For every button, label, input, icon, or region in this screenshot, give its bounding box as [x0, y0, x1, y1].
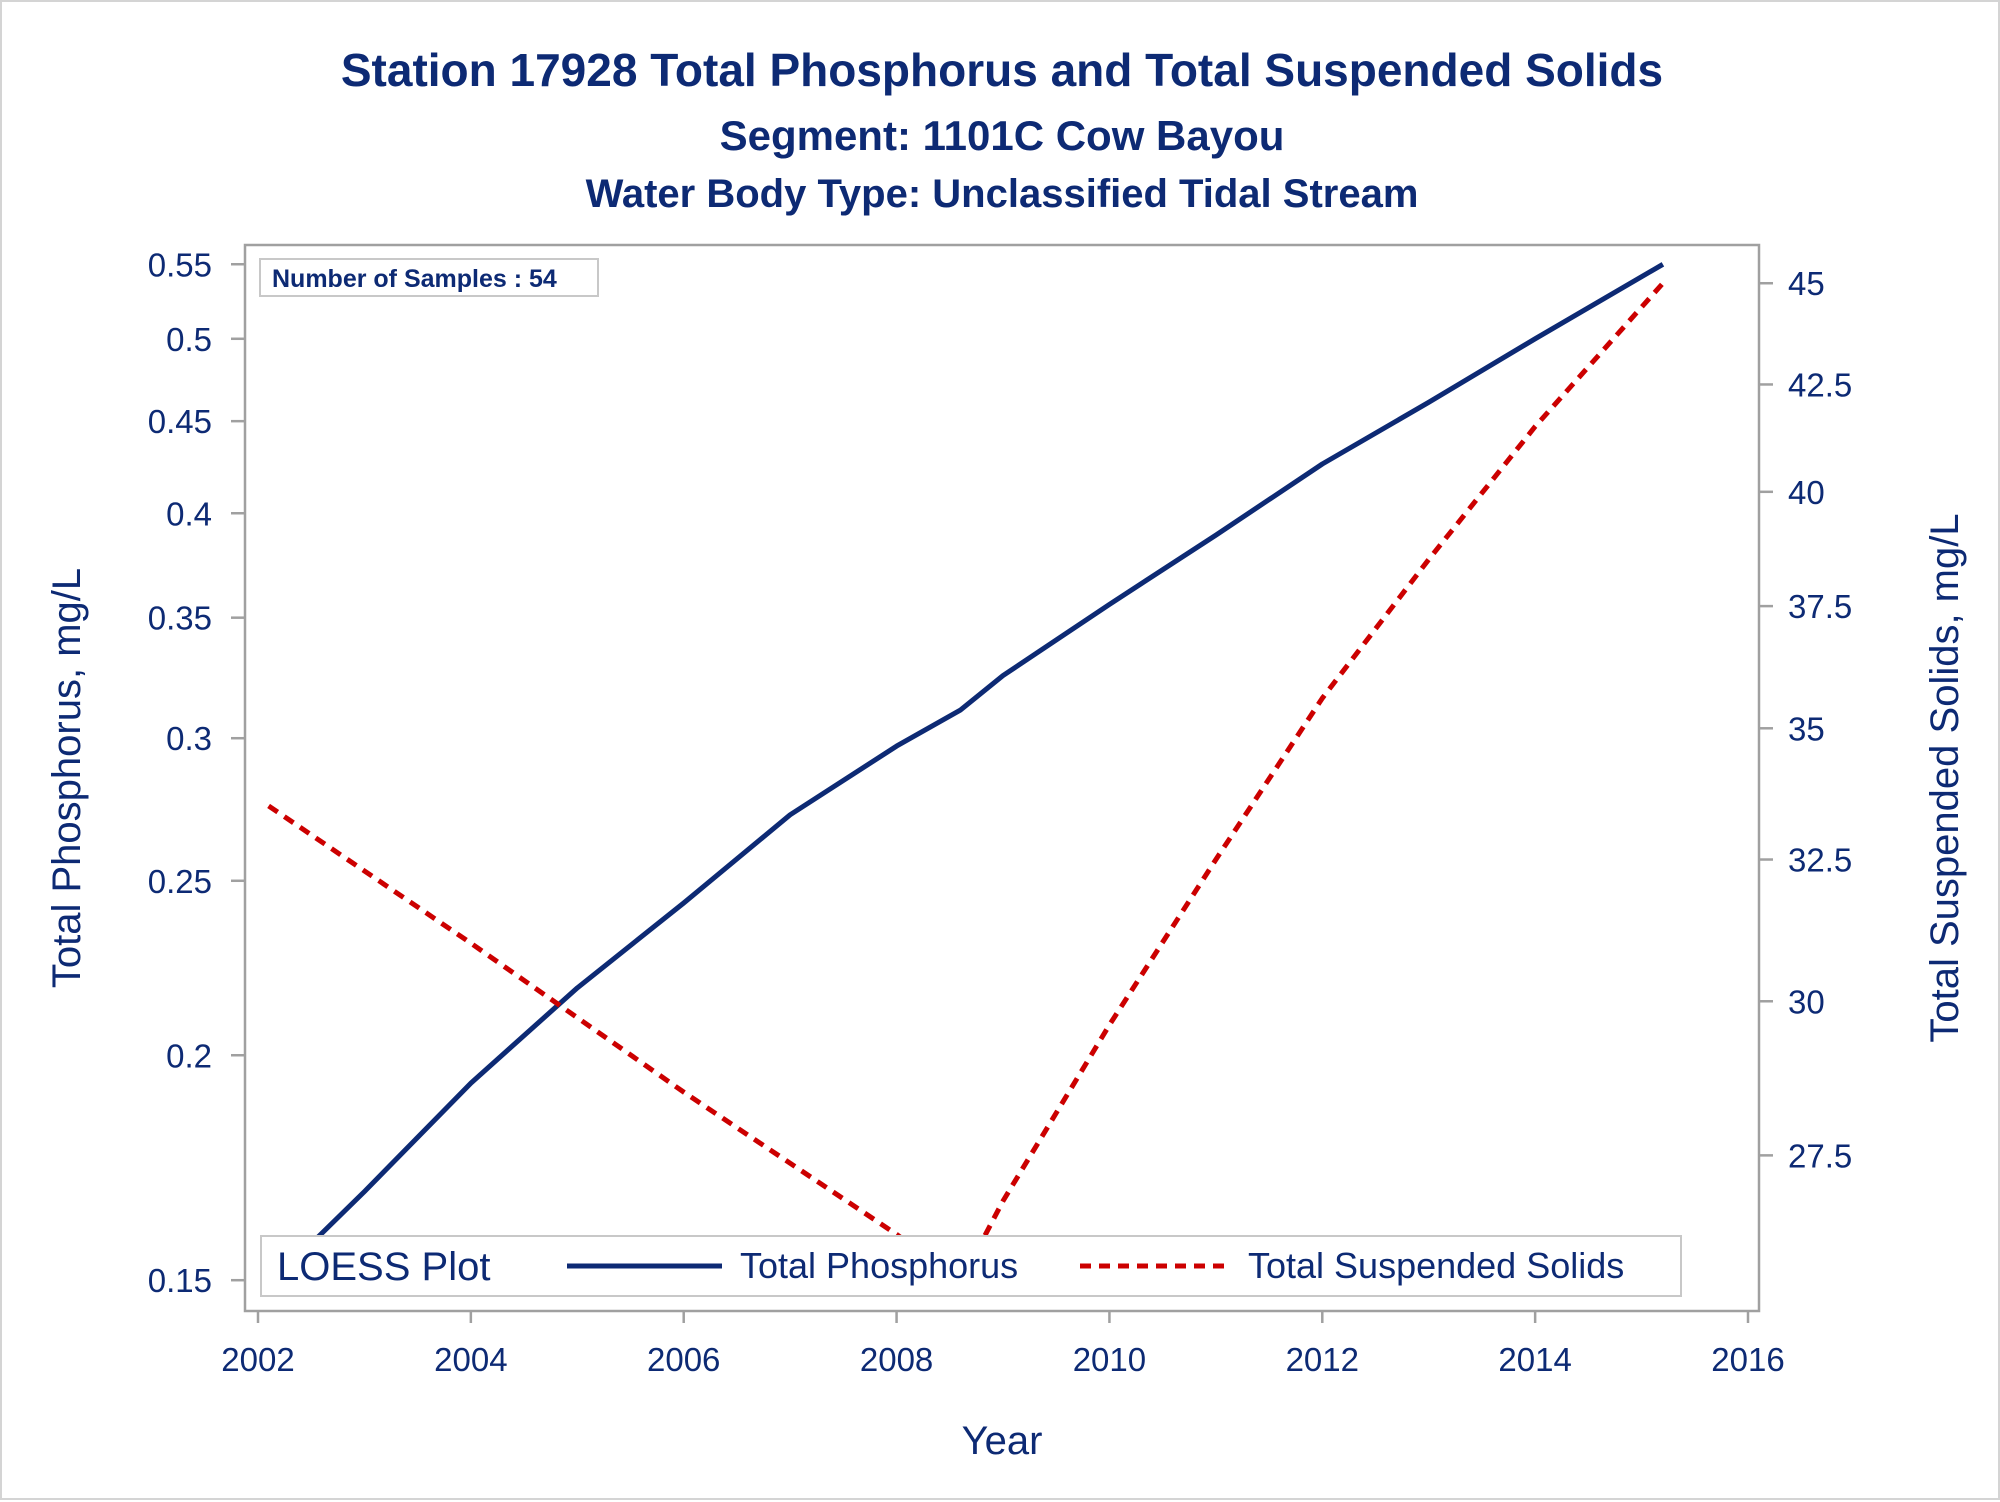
chart-subtitle: Segment: 1101C Cow Bayou [720, 112, 1285, 159]
x-tick-label-6: 2014 [1498, 1341, 1571, 1378]
y-right-tick-label-6: 42.5 [1788, 366, 1852, 403]
y-right-tick-label-5: 40 [1788, 474, 1825, 511]
y-left-tick-label-3: 0.3 [166, 720, 212, 757]
y-left-tick-label-1: 0.2 [166, 1037, 212, 1074]
x-tick-label-4: 2010 [1073, 1341, 1146, 1378]
y-left-tick-label-6: 0.45 [148, 403, 212, 440]
x-tick-label-5: 2012 [1286, 1341, 1359, 1378]
series-line-tss [267, 281, 1665, 1285]
legend: LOESS Plot Total Phosphorus Total Suspen… [260, 1235, 1682, 1297]
y-right-tick-label-0: 27.5 [1788, 1137, 1852, 1174]
x-axis-label: Year [962, 1419, 1043, 1463]
y-left-tick-label-5: 0.4 [166, 495, 212, 532]
legend-box [260, 1235, 1682, 1297]
legend-title: LOESS Plot [277, 1245, 490, 1289]
legend-entry-tss: Total Suspended Solids [1248, 1245, 1624, 1286]
y-right-tick-label-1: 30 [1788, 983, 1825, 1020]
y-right-tick-label-2: 32.5 [1788, 842, 1852, 879]
y-left-tick-label-4: 0.35 [148, 600, 212, 637]
legend-entry-phosphorus: Total Phosphorus [740, 1245, 1018, 1286]
y-left-tick-label-8: 0.55 [148, 246, 212, 283]
y-left-tick-label-7: 0.5 [166, 321, 212, 358]
y-right-axis-label: Total Suspended Solids, mg/L [1923, 513, 1967, 1042]
y-left-axis-label: Total Phosphorus, mg/L [45, 568, 89, 988]
y-right-tick-label-3: 35 [1788, 710, 1825, 747]
chart-subtitle-2: Water Body Type: Unclassified Tidal Stre… [586, 172, 1419, 216]
plot-area [243, 243, 1761, 1313]
x-tick-label-2: 2006 [647, 1341, 720, 1378]
y-right-tick-label-4: 37.5 [1788, 588, 1852, 625]
chart-title: Station 17928 Total Phosphorus and Total… [341, 44, 1663, 96]
y-right-axis: 27.5 30 32.5 35 37.5 40 42.5 45 [1759, 265, 1852, 1174]
y-left-tick-label-0: 0.15 [148, 1262, 212, 1299]
series-line-phosphorus [266, 262, 1665, 1288]
x-tick-label-7: 2016 [1711, 1341, 1784, 1378]
x-axis: 2002 2004 2006 2008 2010 2012 2014 2016 [221, 1311, 1785, 1378]
y-right-tick-label-7: 45 [1788, 265, 1825, 302]
y-left-tick-label-2: 0.25 [148, 863, 212, 900]
x-tick-label-3: 2008 [860, 1341, 933, 1378]
sample-count-label: Number of Samples : 54 [272, 265, 557, 293]
x-tick-label-0: 2002 [221, 1341, 294, 1378]
y-left-axis: 0.15 0.2 0.25 0.3 0.35 0.4 0.45 0.5 0.55 [148, 246, 245, 1299]
x-tick-label-1: 2004 [434, 1341, 507, 1378]
sample-count-box [259, 258, 599, 297]
series-layer [266, 262, 1665, 1288]
